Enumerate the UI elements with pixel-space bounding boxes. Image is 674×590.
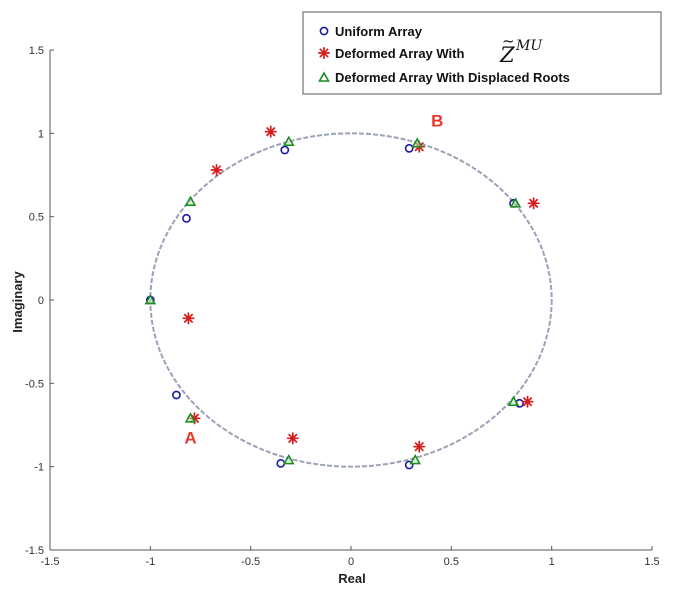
legend-tilde: ~ [502,32,515,50]
legend-box [302,11,662,95]
y-tick-label: 1.5 [29,45,44,57]
displaced-point [184,195,197,207]
uniform-point [280,145,290,155]
legend-star-shape [317,46,331,60]
displaced-point [411,137,423,148]
deformed-point [264,125,277,138]
data-marks [144,125,540,470]
legend-uniform-marker [319,26,329,36]
deformed-point [182,312,195,325]
deformed-point [210,163,223,177]
legend-displaced-marker [318,71,330,82]
x-tick-label: 0.5 [444,556,459,568]
displaced-point [409,453,421,465]
x-tick-label: 0 [348,556,354,568]
y-tick-label: -0.5 [25,378,44,390]
star-stroke [212,165,222,175]
legend: Uniform Array Deformed Array With Z ~ MU… [302,11,662,95]
legend-deformed-superscript: MU [515,38,543,54]
axes: -1.5 -1 -0.5 0 0.5 1 1.5 1.5 1 0.5 0 -0.5 -1 -1.5 [25,45,660,568]
legend-deformed-marker [317,46,331,60]
star-stroke [523,397,533,407]
y-tick-label: -1 [34,462,44,474]
deformed-point [521,395,534,408]
y-tick-label: 0 [38,295,44,307]
displaced-point [283,453,295,465]
x-tick-label: -1 [145,556,155,568]
star-stroke [288,433,298,443]
legend-displaced-label: Deformed Array With Displaced Roots [335,70,570,85]
uniform-point [404,460,414,470]
star-stroke [183,313,193,323]
uniform-point [182,213,191,223]
y-axis-label: Imaginary [10,271,25,333]
displaced-point [509,197,522,208]
x-axis-label: Real [338,571,365,586]
displaced-point [184,412,197,423]
star-stroke [319,48,329,58]
deformed-point [527,197,540,210]
deformed-point [413,440,426,453]
annotations: AB [184,112,443,448]
x-tick-label: -1.5 [41,556,60,568]
annotation-label: B [431,112,443,131]
x-tick-label: -0.5 [241,556,260,568]
star-stroke [414,442,424,452]
y-tick-label: -1.5 [25,545,44,557]
legend-deformed-label: Deformed Array With [335,46,464,61]
deformed-point [286,432,299,445]
y-tick-label: 0.5 [29,212,44,224]
y-tick-label: 1 [38,128,44,140]
uniform-point [404,143,414,153]
legend-deformed-symbol: Z [499,43,515,67]
displaced-point [507,395,520,407]
star-stroke [529,198,539,208]
x-tick-label: 1 [549,556,555,568]
displaced-point [144,293,157,305]
legend-uniform-label: Uniform Array [335,24,423,39]
annotation-label: A [184,428,196,447]
uniform-point [172,390,181,400]
x-tick-label: 1.5 [644,556,659,568]
star-stroke [266,127,276,137]
displaced-point [283,135,295,147]
